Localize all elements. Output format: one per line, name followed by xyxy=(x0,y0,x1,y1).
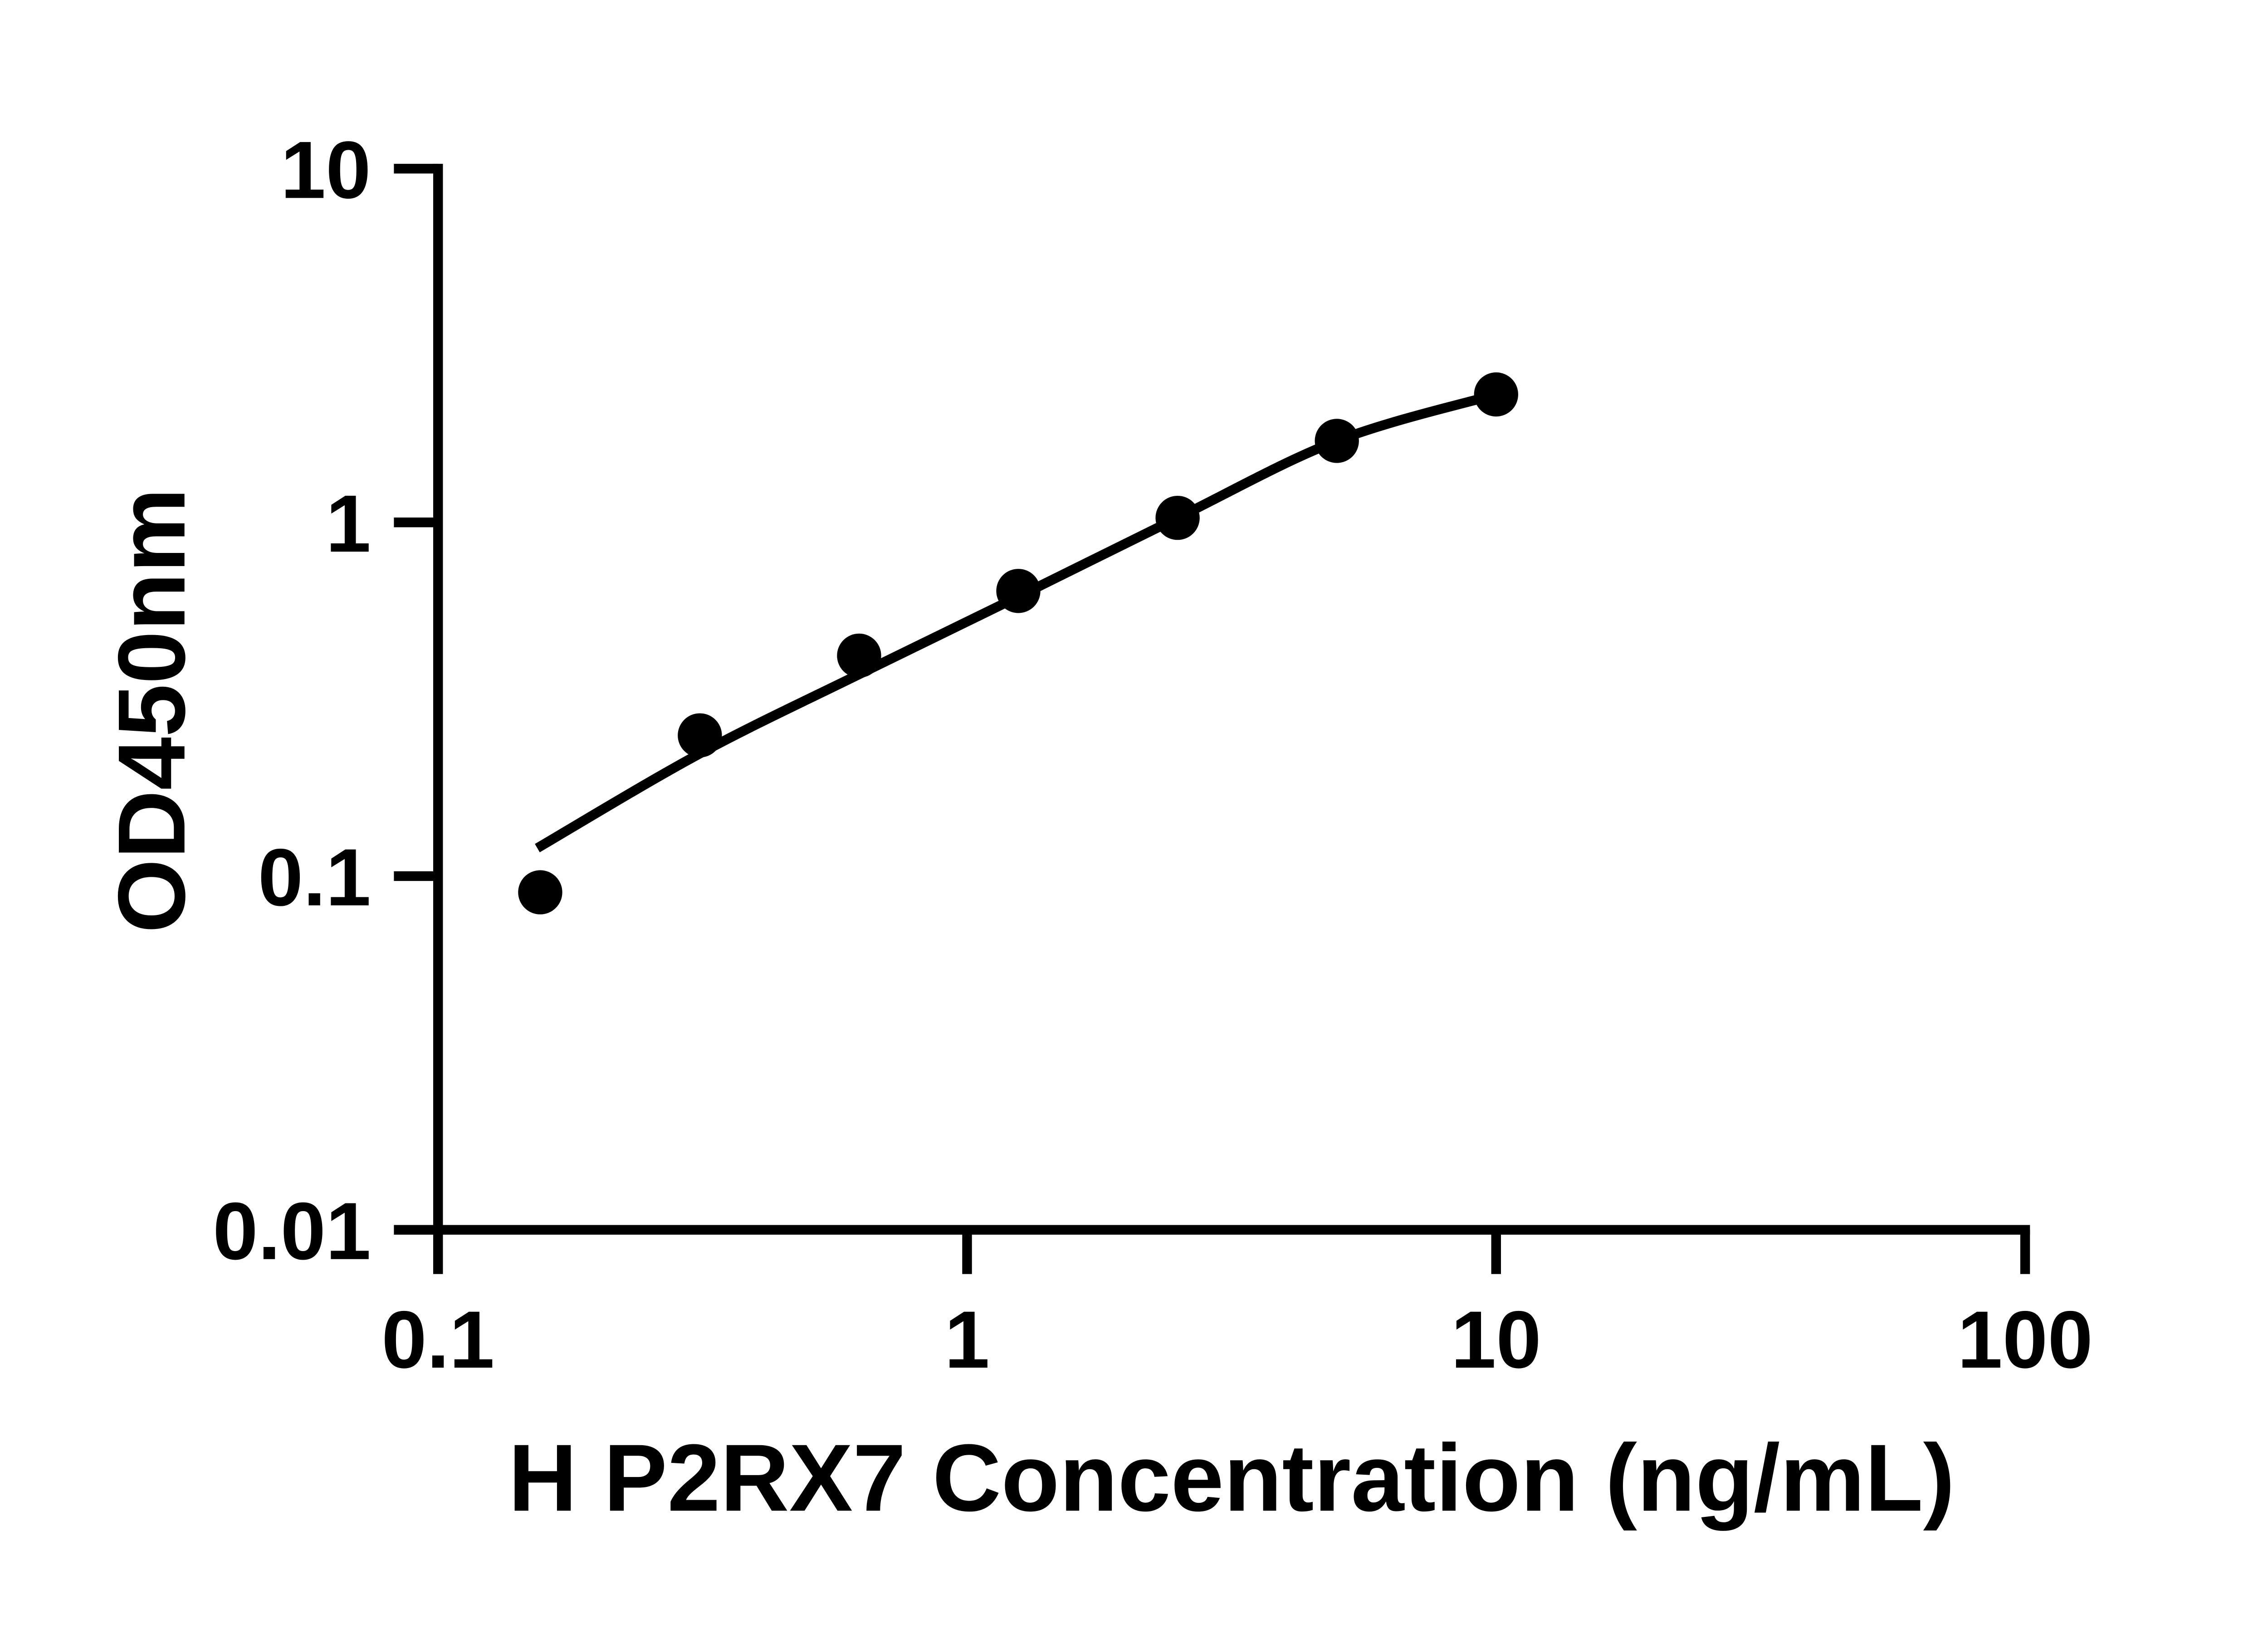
axes xyxy=(433,164,2030,1235)
x-tick-label: 0.1 xyxy=(381,1294,494,1385)
data-points xyxy=(518,372,1518,914)
data-point-marker xyxy=(837,633,881,678)
data-point-marker xyxy=(1474,372,1518,417)
fit-curve-line xyxy=(535,390,1498,852)
x-axis-title: H P2RX7 Concentration (ng/mL) xyxy=(508,1424,1955,1531)
y-tick-label: 0.1 xyxy=(258,832,371,923)
x-tick-label: 1 xyxy=(944,1294,990,1385)
fit-curve-path xyxy=(535,390,1498,852)
data-point-marker xyxy=(996,569,1041,613)
x-tick-label: 10 xyxy=(1451,1294,1541,1385)
data-point-marker xyxy=(518,870,562,914)
y-tick-label: 10 xyxy=(281,124,371,215)
data-point-marker xyxy=(1315,419,1359,463)
data-point-marker xyxy=(678,713,722,758)
x-tick-label: 100 xyxy=(1957,1294,2093,1385)
axis-ticks xyxy=(394,164,2030,1274)
y-tick-label: 0.01 xyxy=(213,1186,371,1276)
y-tick-label: 1 xyxy=(326,478,371,569)
y-axis-title: OD450nm xyxy=(98,488,205,934)
data-point-marker xyxy=(1155,495,1200,540)
